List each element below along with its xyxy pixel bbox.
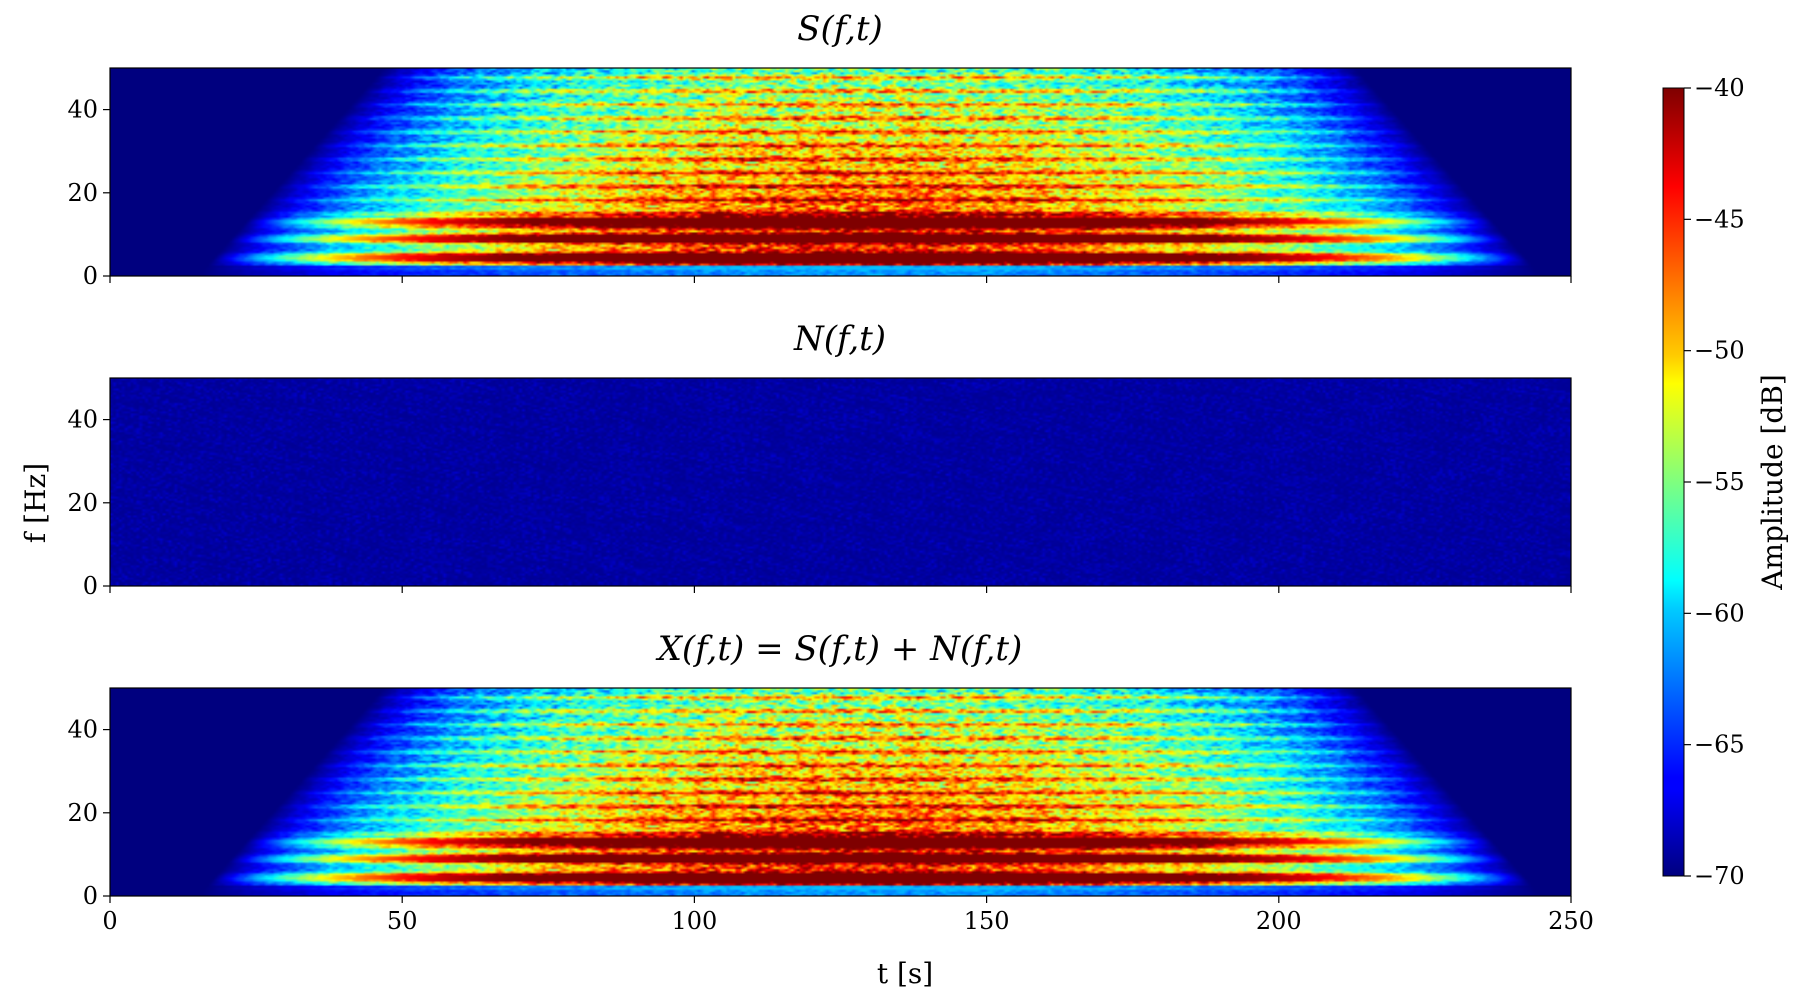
colorbar-tick-label: −70	[1694, 862, 1745, 890]
panel-title: N(f,t)	[793, 319, 886, 359]
colorbar-label: Amplitude [dB]	[1756, 374, 1789, 591]
y-tick-label: 0	[83, 572, 98, 600]
y-tick-label: 40	[67, 716, 98, 744]
panel-title: S(f,t)	[797, 9, 883, 49]
axes-frame	[109, 377, 1572, 587]
colorbar-tick-label: −50	[1694, 337, 1745, 365]
colorbar-tick-label: −65	[1694, 731, 1745, 759]
axes-frame	[109, 67, 1572, 277]
y-tick-label: 40	[67, 96, 98, 124]
y-tick-label: 20	[67, 489, 98, 517]
colorbar-gradient	[1662, 87, 1685, 877]
x-axis-label: t [s]	[877, 957, 933, 990]
spectrogram-heatmap	[110, 68, 1571, 276]
axis-ticks: 0 20 40	[67, 96, 1572, 290]
colorbar-tick-label: −60	[1694, 599, 1745, 627]
colorbar-ticks: −40 −45 −50 −55 −60 −65 −70	[1684, 74, 1745, 890]
axes-frame	[109, 687, 1572, 897]
axis-ticks: 0 50 100 150 200 250 0 20 40	[67, 716, 1593, 935]
spectrogram-heatmap	[110, 378, 1571, 586]
panel-noise: N(f,t) 0 20 40	[67, 319, 1572, 600]
y-tick-label: 40	[67, 406, 98, 434]
x-tick-label: 100	[671, 907, 717, 935]
x-tick-label: 200	[1256, 907, 1302, 935]
y-tick-label: 20	[67, 799, 98, 827]
panel-mixture: X(f,t) = S(f,t) + N(f,t) 0 50 100 150 200 250…	[67, 629, 1593, 935]
x-tick-label: 50	[387, 907, 418, 935]
x-tick-label: 150	[964, 907, 1010, 935]
x-tick-label: 0	[102, 907, 117, 935]
y-tick-label: 0	[83, 262, 98, 290]
y-axis-label: f [Hz]	[19, 463, 52, 543]
colorbar-tick-label: −45	[1694, 205, 1745, 233]
panel-signal: S(f,t) 0 20 40	[67, 9, 1572, 290]
y-tick-label: 0	[83, 882, 98, 910]
colorbar-tick-label: −40	[1694, 74, 1745, 102]
spectrogram-heatmap	[110, 688, 1571, 896]
y-tick-label: 20	[67, 179, 98, 207]
x-tick-label: 250	[1548, 907, 1594, 935]
colorbar: −40 −45 −50 −55 −60 −65 −70 Amplitude [dB]	[1662, 74, 1789, 890]
axis-ticks: 0 20 40	[67, 406, 1572, 600]
panel-title: X(f,t) = S(f,t) + N(f,t)	[655, 629, 1023, 669]
colorbar-tick-label: −55	[1694, 468, 1745, 496]
